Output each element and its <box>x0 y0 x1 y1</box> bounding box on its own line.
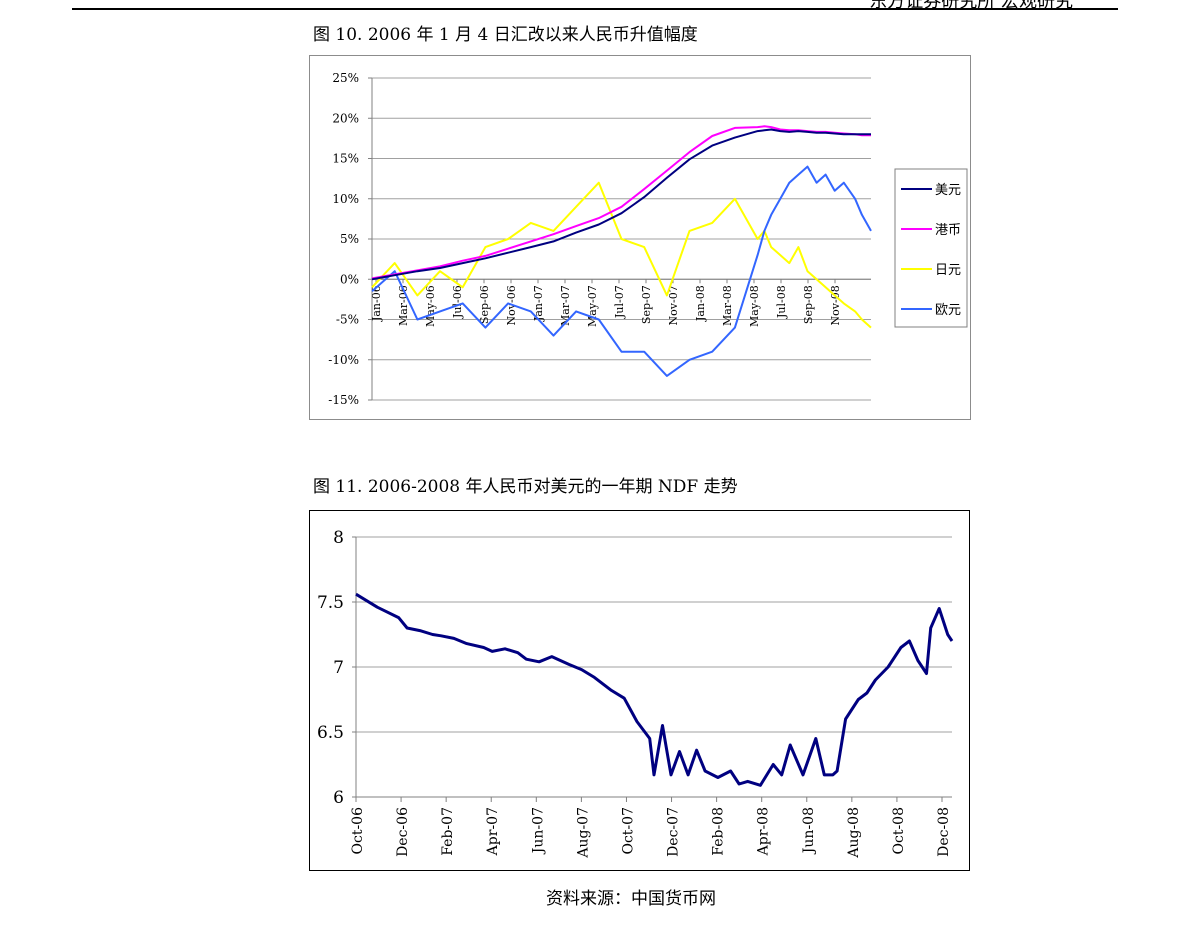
fig10-x-tick-label: Mar-07 <box>559 285 572 326</box>
figure11-caption: 图 11. 2006-2008 年人民币对美元的一年期 NDF 走势 <box>313 477 738 497</box>
fig10-y-tick-label: -5% <box>336 313 359 327</box>
figure11-x-axis: Oct-06 Dec-06 Feb-07 Apr-07 Jun-07 Aug-07 Oct-… <box>350 796 952 859</box>
fig11-x-tick-label: Jun-08 <box>801 807 817 855</box>
fig10-y-tick-label: 5% <box>340 232 359 246</box>
fig10-legend-box <box>894 168 968 328</box>
fig10-y-tick-label: -15% <box>328 393 359 407</box>
fig11-x-tick-label: Dec-08 <box>936 807 952 857</box>
fig11-x-tick-label: Aug-08 <box>846 807 862 859</box>
fig10-y-tick-label: 10% <box>332 192 359 206</box>
figure10-caption: 图 10. 2006 年 1 月 4 日汇改以来人民币升值幅度 <box>313 25 698 45</box>
fig11-series-line <box>355 592 954 787</box>
fig10-y-tick-label: 0% <box>340 272 359 286</box>
fig11-x-tick-label: Jun-07 <box>530 807 546 855</box>
fig11-x-tick-label: Feb-07 <box>440 807 456 856</box>
figure11-chart: 8 7.5 7 6.5 6 Oct-06 Dec-06 Feb-07 Apr-07 Jun-07… <box>309 510 970 871</box>
fig10-y-tick-label: 25% <box>332 71 359 85</box>
fig10-x-tick-label: Sep-06 <box>478 285 491 324</box>
fig11-y-tick-label: 6 <box>333 788 344 808</box>
fig10-x-tick-label: Sep-08 <box>802 285 815 324</box>
fig10-legend-label: 日元 <box>935 263 961 278</box>
fig11-x-tick-label: Oct-06 <box>350 807 366 855</box>
fig10-x-tick-label: May-06 <box>424 285 437 327</box>
header-rule <box>72 8 1118 10</box>
fig10-legend-label: 港币 <box>935 223 961 238</box>
fig10-x-tick-label: Nov-07 <box>667 285 680 325</box>
figure11-svg: 8 7.5 7 6.5 6 Oct-06 Dec-06 Feb-07 Apr-07 Jun-07… <box>317 528 954 859</box>
fig10-legend-label: 欧元 <box>935 303 961 318</box>
fig10-x-tick-label: Jul-08 <box>775 285 788 319</box>
fig10-series-line-4 <box>371 165 872 377</box>
figure10-series <box>371 125 872 377</box>
fig10-x-tick-label: Mar-08 <box>721 285 734 326</box>
fig10-x-tick-label: Jan-08 <box>694 285 707 322</box>
fig11-x-tick-label: Apr-07 <box>485 807 501 856</box>
fig11-y-tick-label: 6.5 <box>317 723 344 743</box>
fig11-x-tick-label: Oct-07 <box>620 807 636 855</box>
page-header-text: 东方证券研究所 宏观研究 <box>869 0 1073 12</box>
fig10-series-line-1 <box>371 128 871 281</box>
fig10-x-tick-label: Jan-06 <box>370 285 383 322</box>
fig11-x-tick-label: Dec-06 <box>395 807 411 857</box>
figure11-series <box>355 592 954 787</box>
figure10-chart: 25% 20% 15% 10% 5% 0% -5% -10% -15% Jan-06 Mar-06… <box>309 55 971 420</box>
fig10-x-tick-label: Sep-07 <box>640 285 653 324</box>
fig10-y-tick-label: -10% <box>328 353 359 367</box>
figure10-y-axis: 25% 20% 15% 10% 5% 0% -5% -10% -15% <box>328 71 373 407</box>
figure11-y-axis: 8 7.5 7 6.5 6 <box>317 528 357 808</box>
fig10-y-tick-label: 15% <box>332 152 359 166</box>
fig10-x-tick-label: May-08 <box>748 285 761 327</box>
fig11-y-tick-label: 7 <box>333 658 344 678</box>
fig11-x-tick-label: Dec-07 <box>666 807 682 857</box>
source-note: 资料来源：中国货币网 <box>546 889 716 909</box>
fig10-x-tick-label: Jul-06 <box>451 285 464 319</box>
fig10-x-tick-label: May-07 <box>586 285 599 327</box>
fig11-y-tick-label: 7.5 <box>317 593 344 613</box>
fig10-x-tick-label: Jul-07 <box>613 285 626 319</box>
fig10-legend-label: 美元 <box>935 183 961 198</box>
fig10-x-tick-label: Jan-07 <box>532 285 545 322</box>
fig10-x-tick-label: Nov-08 <box>829 285 842 325</box>
fig10-series-line-3 <box>371 181 872 329</box>
fig11-x-tick-label: Apr-08 <box>756 807 772 856</box>
fig10-series-line-2 <box>371 125 871 280</box>
fig11-y-tick-label: 8 <box>333 528 344 548</box>
fig10-y-tick-label: 20% <box>332 111 359 125</box>
figure11-gridlines <box>356 536 952 798</box>
figure10-svg: 25%20%15%10%5%0%-5%-10%-15% Jan-06 Mar-06… <box>328 71 968 407</box>
fig11-x-tick-label: Oct-08 <box>891 807 907 855</box>
fig11-x-tick-label: Aug-07 <box>575 807 591 859</box>
fig11-x-tick-label: Feb-08 <box>711 807 727 856</box>
